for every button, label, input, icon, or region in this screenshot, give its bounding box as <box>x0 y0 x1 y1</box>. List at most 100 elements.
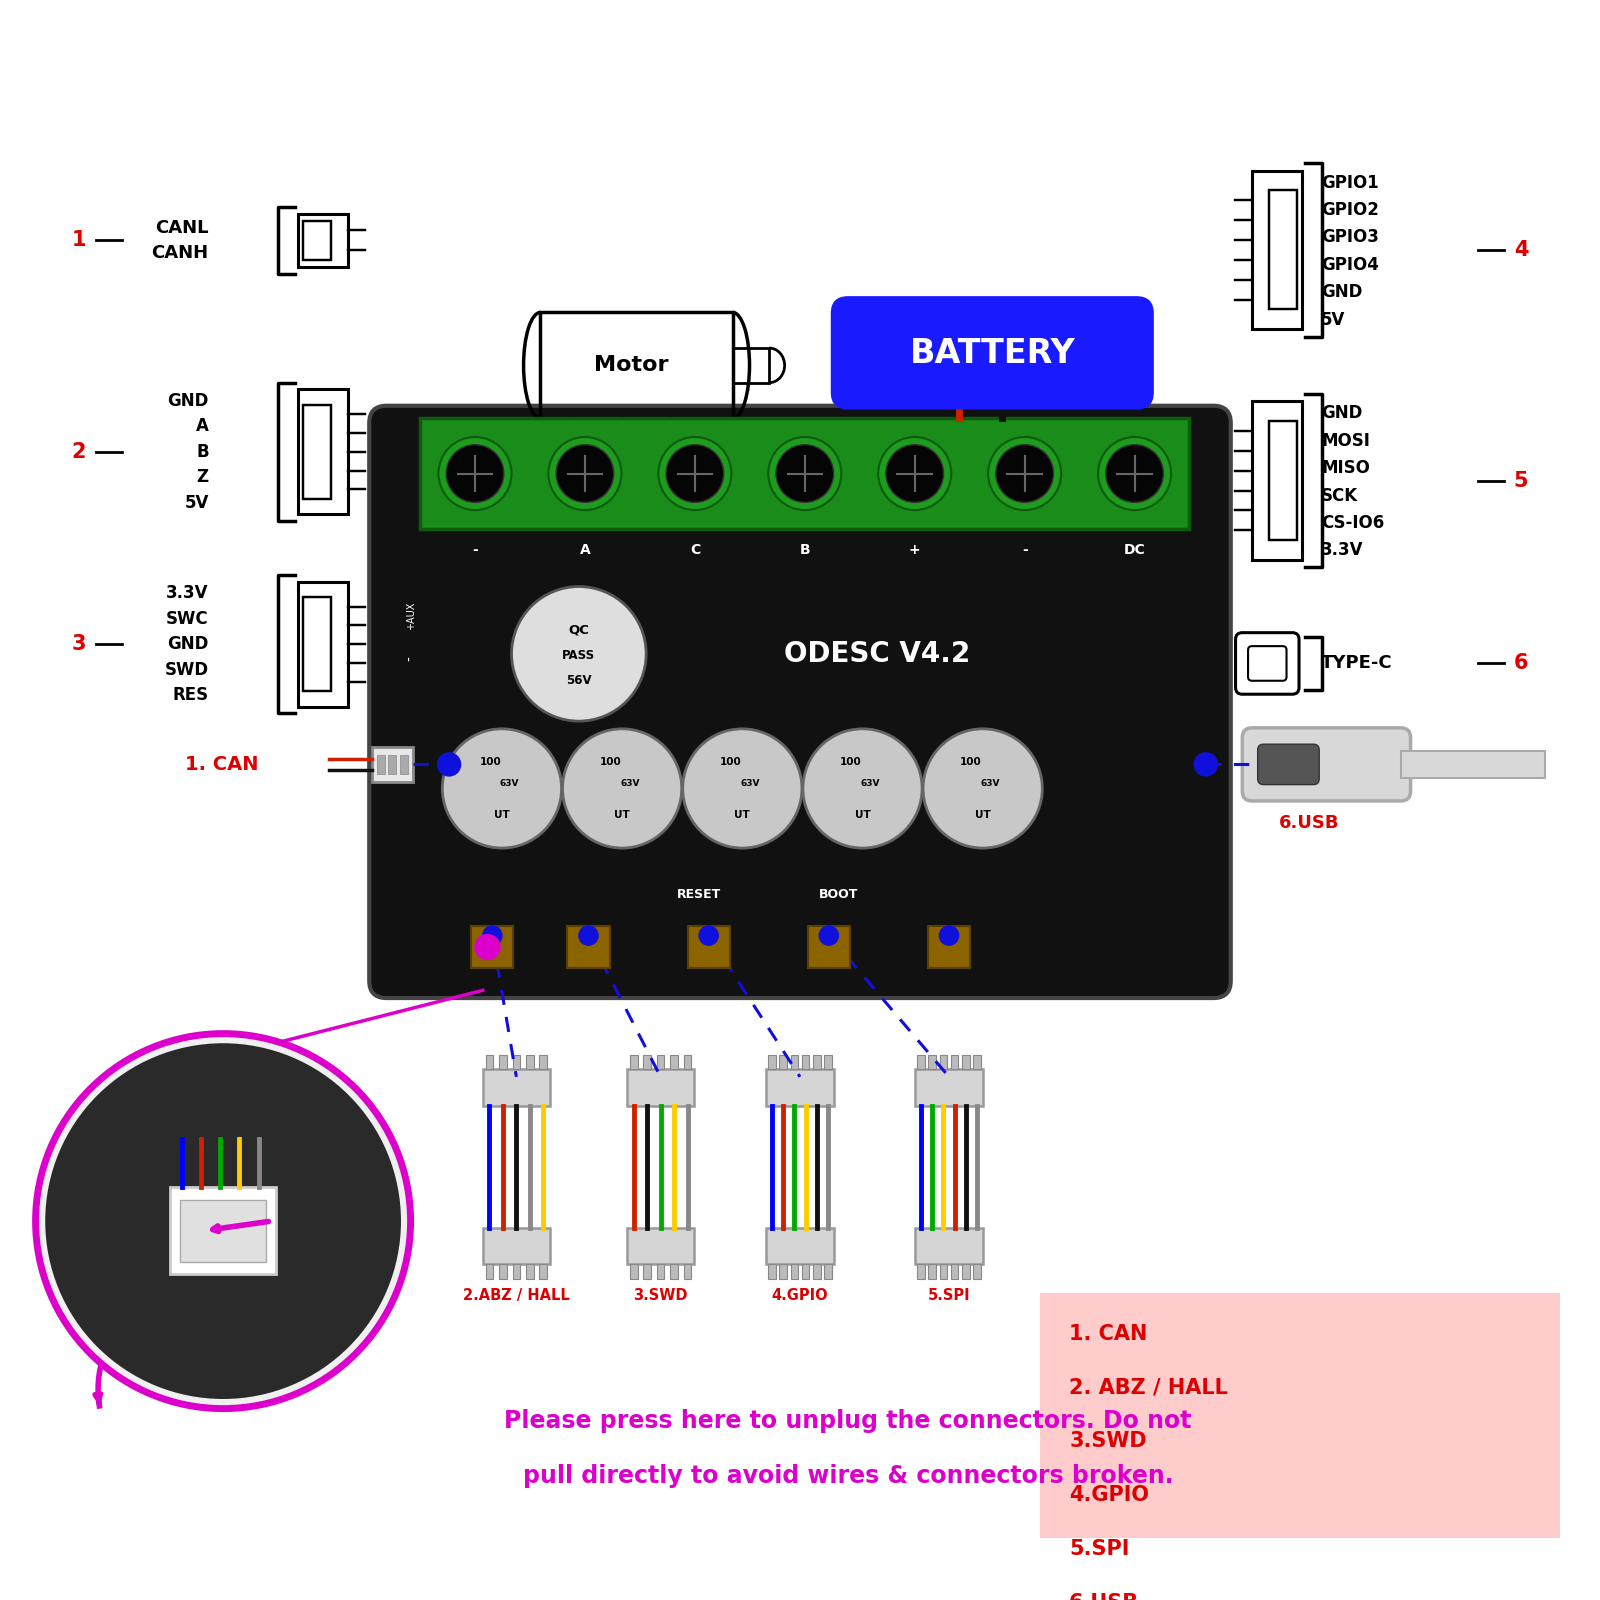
Bar <box>400 755 408 774</box>
Bar <box>683 1054 691 1069</box>
Text: A: A <box>195 418 208 435</box>
Text: 1. CAN: 1. CAN <box>184 755 258 774</box>
Bar <box>512 1054 520 1069</box>
Bar <box>915 1227 982 1264</box>
Text: QC: QC <box>568 624 589 637</box>
Bar <box>915 1069 982 1106</box>
Circle shape <box>483 926 502 946</box>
Text: CANL: CANL <box>155 219 208 237</box>
Bar <box>627 1227 694 1264</box>
Bar <box>928 1264 936 1278</box>
Text: pull directly to avoid wires & connectors broken.: pull directly to avoid wires & connector… <box>523 1464 1173 1488</box>
Text: MISO: MISO <box>1322 459 1370 477</box>
Text: A: A <box>579 544 590 557</box>
Bar <box>485 1054 493 1069</box>
Text: 3.3V: 3.3V <box>1322 541 1363 560</box>
Text: 100: 100 <box>600 757 621 766</box>
Bar <box>790 1264 798 1278</box>
Circle shape <box>683 730 802 848</box>
Text: +: + <box>909 544 920 557</box>
Bar <box>627 1069 694 1106</box>
Bar <box>483 1069 550 1106</box>
Bar <box>962 1264 970 1278</box>
Text: Z: Z <box>197 469 208 486</box>
Text: UT: UT <box>974 810 990 821</box>
Circle shape <box>438 437 512 510</box>
Bar <box>512 1264 520 1278</box>
Text: 5.SPI: 5.SPI <box>928 1288 970 1304</box>
Text: -: - <box>472 544 478 557</box>
Circle shape <box>666 445 723 502</box>
Circle shape <box>995 445 1053 502</box>
Bar <box>808 926 850 968</box>
Bar <box>470 926 514 968</box>
Circle shape <box>437 754 461 776</box>
Bar <box>973 1264 981 1278</box>
Text: GPIO3: GPIO3 <box>1322 229 1379 246</box>
Bar <box>630 1264 637 1278</box>
Bar <box>643 1054 651 1069</box>
Text: 3: 3 <box>72 634 86 654</box>
Bar <box>373 747 413 782</box>
Bar <box>499 1264 507 1278</box>
FancyBboxPatch shape <box>830 296 1154 410</box>
Bar <box>790 1054 798 1069</box>
Bar <box>813 1264 821 1278</box>
Circle shape <box>579 926 598 946</box>
Text: -: - <box>1022 544 1027 557</box>
Bar <box>1402 750 1546 778</box>
Text: UT: UT <box>734 810 750 821</box>
Bar <box>656 1054 664 1069</box>
Text: Please press here to unplug the connectors. Do not: Please press here to unplug the connecto… <box>504 1410 1192 1434</box>
FancyBboxPatch shape <box>1258 744 1320 784</box>
Bar <box>917 1054 925 1069</box>
Bar <box>824 1264 832 1278</box>
Text: 6.USB: 6.USB <box>1280 814 1339 832</box>
Text: 4.GPIO: 4.GPIO <box>771 1288 829 1304</box>
Bar <box>670 1054 678 1069</box>
Bar <box>389 755 397 774</box>
Text: 63V: 63V <box>499 779 520 789</box>
Text: GPIO2: GPIO2 <box>1322 202 1379 219</box>
Bar <box>1251 171 1302 330</box>
Bar <box>539 1264 547 1278</box>
Bar <box>483 1227 550 1264</box>
Bar <box>170 1187 275 1274</box>
Bar <box>302 597 331 691</box>
Bar <box>630 1054 637 1069</box>
Text: GPIO4: GPIO4 <box>1322 256 1379 274</box>
Bar <box>526 1054 534 1069</box>
Text: 63V: 63V <box>981 779 1000 789</box>
Bar <box>1269 421 1298 541</box>
Text: 56V: 56V <box>566 674 592 688</box>
Text: 1. CAN: 1. CAN <box>1069 1323 1147 1344</box>
Bar <box>928 926 970 968</box>
Bar <box>1251 402 1302 560</box>
Bar <box>1269 190 1298 309</box>
Bar <box>950 1264 958 1278</box>
Text: 4.GPIO: 4.GPIO <box>1069 1485 1149 1506</box>
Bar <box>683 1264 691 1278</box>
Circle shape <box>768 437 842 510</box>
Circle shape <box>446 445 504 502</box>
Text: 63V: 63V <box>741 779 760 789</box>
FancyBboxPatch shape <box>370 406 1230 998</box>
Text: CS-IO6: CS-IO6 <box>1322 514 1384 533</box>
Bar <box>973 1054 981 1069</box>
Bar <box>378 755 384 774</box>
Text: UT: UT <box>614 810 630 821</box>
Bar <box>1040 1293 1560 1600</box>
Bar <box>485 1264 493 1278</box>
Bar <box>779 1264 787 1278</box>
Circle shape <box>886 445 944 502</box>
Bar <box>779 1054 787 1069</box>
Text: 63V: 63V <box>621 779 640 789</box>
Bar <box>939 1054 947 1069</box>
Bar <box>643 1264 651 1278</box>
Text: 5V: 5V <box>1322 310 1346 328</box>
Circle shape <box>989 437 1061 510</box>
Text: PASS: PASS <box>562 650 595 662</box>
Text: -: - <box>403 656 418 661</box>
Circle shape <box>1098 437 1171 510</box>
Text: BATTERY: BATTERY <box>909 338 1075 370</box>
